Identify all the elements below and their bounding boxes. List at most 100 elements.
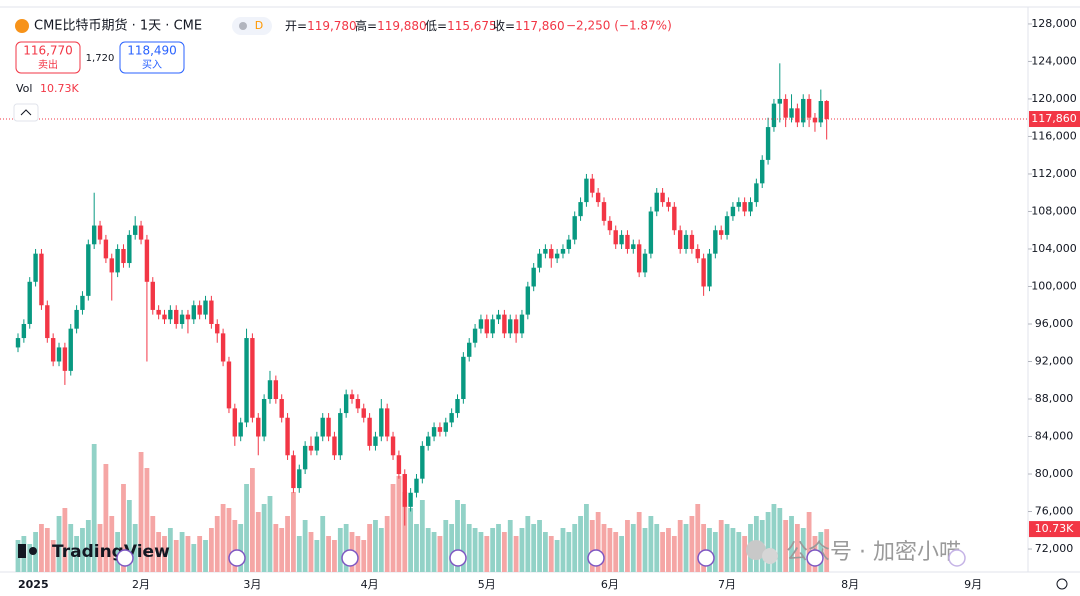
volume-bar — [589, 520, 595, 572]
volume-bar — [531, 524, 537, 572]
candle-body — [396, 455, 402, 475]
candle-body — [801, 98, 806, 123]
candle-body — [689, 234, 695, 249]
event-marker[interactable] — [806, 549, 824, 567]
volume-bar — [619, 536, 624, 572]
settings-icon[interactable] — [1056, 578, 1068, 590]
y-tick-label: 100,000 — [1031, 279, 1077, 292]
candle-body — [748, 202, 753, 212]
candle-body — [68, 328, 73, 371]
logo-mark — [29, 547, 37, 555]
sell-label: 卖出 — [38, 58, 58, 71]
volume-bar — [273, 524, 279, 572]
volume-bar — [484, 536, 490, 572]
candle-body — [648, 211, 654, 254]
volume-bar — [724, 524, 730, 572]
event-marker[interactable] — [116, 549, 134, 567]
candle-body — [361, 408, 366, 418]
candle-body — [537, 253, 542, 268]
logo-mark — [18, 544, 26, 558]
sell-price: 116,770 — [23, 44, 73, 58]
volume-bar — [584, 504, 589, 572]
x-tick-label: 9月 — [964, 578, 982, 591]
status-pill[interactable] — [232, 17, 272, 35]
buy-button[interactable] — [119, 41, 185, 74]
volume-bar — [572, 524, 578, 572]
candle-body — [174, 309, 179, 324]
candle-body — [783, 98, 788, 118]
candle-body — [62, 347, 68, 371]
candle-body — [625, 234, 630, 249]
candle-body — [437, 427, 443, 432]
candle-body — [15, 338, 21, 348]
candle-body — [86, 244, 91, 296]
wechat-icon — [746, 540, 766, 560]
volume-bar — [361, 540, 367, 572]
y-tick-label: 88,000 — [1035, 392, 1074, 405]
volume-bar — [244, 484, 249, 572]
volume-bar — [660, 532, 665, 572]
volume-bar — [712, 532, 718, 572]
candle-body — [39, 253, 44, 306]
volume-bar — [62, 508, 68, 572]
candle-body — [144, 239, 150, 282]
volume-bar — [560, 528, 566, 572]
candle-body — [513, 319, 519, 334]
x-tick-label: 5月 — [478, 578, 496, 591]
sell-button[interactable] — [15, 41, 81, 74]
volume-bar — [396, 476, 402, 572]
event-marker[interactable] — [697, 549, 715, 567]
candle-body — [818, 101, 824, 123]
candle-body — [121, 248, 126, 264]
volume-bar — [490, 528, 496, 572]
candle-body — [408, 492, 413, 507]
volume-bar — [390, 484, 396, 572]
volume-bar — [203, 540, 208, 572]
candle-body — [806, 98, 812, 118]
spread: 1,720 — [86, 53, 115, 64]
candle-body — [560, 248, 566, 254]
x-tick-label: 4月 — [361, 578, 379, 591]
event-marker[interactable] — [449, 549, 467, 567]
volume-bar — [138, 452, 144, 572]
candle-body — [355, 399, 361, 409]
volume-bar — [314, 540, 320, 572]
candle-body — [332, 436, 337, 456]
candle-body — [543, 248, 548, 254]
collapse-button[interactable] — [13, 103, 39, 122]
volume-bar — [126, 500, 132, 572]
candle-body — [127, 234, 132, 264]
volume-bar — [343, 524, 349, 572]
event-marker[interactable] — [948, 549, 966, 567]
candle-body — [238, 422, 243, 437]
event-marker[interactable] — [587, 549, 605, 567]
volume-bar — [806, 512, 812, 572]
candle-body — [379, 408, 384, 437]
event-marker[interactable] — [228, 549, 246, 567]
volume-bar — [261, 504, 267, 572]
candle-body — [777, 98, 782, 104]
volume-bar — [537, 520, 542, 572]
candle-body — [742, 202, 747, 212]
volume-bar — [402, 492, 408, 572]
volume-bar — [214, 516, 220, 572]
candle-body — [220, 333, 226, 362]
volume-bar — [525, 516, 531, 572]
candle-body — [138, 225, 144, 240]
collapse-icon — [20, 109, 32, 116]
volume-bar — [578, 516, 583, 572]
volume-bar — [455, 500, 460, 572]
candle-body — [719, 230, 724, 235]
volume-bar — [414, 524, 419, 572]
candle-body — [765, 127, 771, 160]
event-markers — [116, 549, 966, 567]
event-marker[interactable] — [341, 549, 359, 567]
buy-price: 118,490 — [127, 44, 177, 58]
candle-body — [74, 309, 79, 329]
volume-bar — [27, 544, 33, 572]
candle-body — [273, 380, 279, 400]
candle-body — [168, 309, 173, 320]
candle-body — [660, 192, 665, 203]
candle-body — [267, 380, 273, 400]
